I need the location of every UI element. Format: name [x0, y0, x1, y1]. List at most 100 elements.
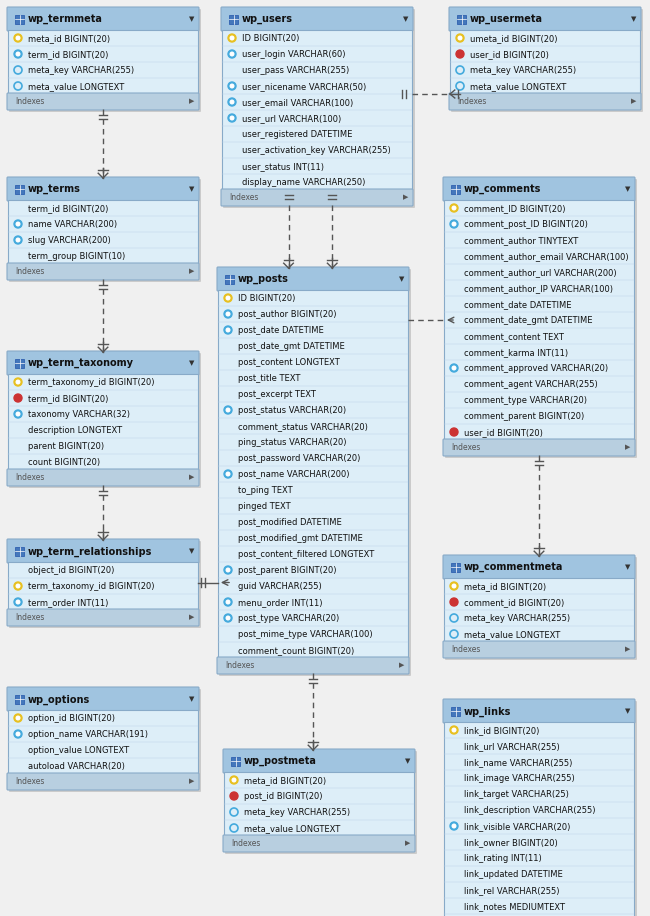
Circle shape [14, 50, 22, 58]
Text: user_pass VARCHAR(255): user_pass VARCHAR(255) [242, 66, 349, 75]
Circle shape [226, 473, 230, 475]
Circle shape [228, 34, 236, 42]
FancyBboxPatch shape [445, 179, 637, 458]
Text: term_id BIGINT(20): term_id BIGINT(20) [28, 394, 109, 403]
Circle shape [450, 428, 458, 436]
Text: Indexes: Indexes [451, 646, 480, 655]
Text: term_id BIGINT(20): term_id BIGINT(20) [28, 204, 109, 213]
FancyBboxPatch shape [443, 439, 635, 456]
Text: ▶: ▶ [399, 662, 405, 669]
Text: post_status VARCHAR(20): post_status VARCHAR(20) [238, 406, 346, 415]
Bar [15, 184, 24, 193]
Circle shape [230, 84, 234, 88]
Text: user_registered DATETIME: user_registered DATETIME [242, 130, 352, 139]
Text: post_content_filtered LONGTEXT: post_content_filtered LONGTEXT [238, 550, 374, 559]
Text: slug VARCHAR(200): slug VARCHAR(200) [28, 236, 110, 245]
Text: Indexes: Indexes [15, 474, 44, 483]
Circle shape [450, 598, 458, 606]
Circle shape [230, 792, 238, 800]
Circle shape [450, 220, 458, 228]
FancyBboxPatch shape [9, 9, 201, 112]
Text: comment_count BIGINT(20): comment_count BIGINT(20) [238, 646, 354, 655]
Text: user_login VARCHAR(60): user_login VARCHAR(60) [242, 50, 346, 59]
Text: comment_id BIGINT(20): comment_id BIGINT(20) [464, 598, 564, 607]
Text: ▶: ▶ [189, 268, 195, 275]
Bar [451, 562, 460, 572]
Text: meta_value LONGTEXT: meta_value LONGTEXT [470, 82, 566, 91]
Circle shape [450, 822, 458, 830]
Text: ▼: ▼ [189, 548, 195, 554]
FancyBboxPatch shape [445, 557, 637, 660]
Text: wp_usermeta: wp_usermeta [470, 15, 543, 25]
Bar [451, 184, 460, 193]
Bar [224, 772, 414, 836]
Circle shape [224, 294, 232, 302]
Text: Indexes: Indexes [451, 443, 480, 453]
Text: wp_users: wp_users [242, 15, 293, 25]
Text: link_rel VARCHAR(255): link_rel VARCHAR(255) [464, 886, 560, 895]
Text: post_id BIGINT(20): post_id BIGINT(20) [244, 792, 322, 801]
Text: wp_terms: wp_terms [28, 184, 81, 194]
Circle shape [452, 223, 456, 226]
Circle shape [14, 598, 22, 606]
Text: link_rating INT(11): link_rating INT(11) [464, 854, 541, 863]
Text: comment_agent VARCHAR(255): comment_agent VARCHAR(255) [464, 380, 598, 389]
Text: meta_id BIGINT(20): meta_id BIGINT(20) [244, 776, 326, 785]
Circle shape [228, 82, 236, 90]
Circle shape [224, 310, 232, 318]
Circle shape [230, 37, 234, 39]
Circle shape [14, 410, 22, 418]
Circle shape [14, 378, 22, 386]
Bar [8, 30, 198, 94]
Circle shape [16, 716, 20, 720]
Text: link_visible VARCHAR(20): link_visible VARCHAR(20) [464, 822, 571, 831]
Text: post_modified_gmt DATETIME: post_modified_gmt DATETIME [238, 534, 363, 543]
Text: comment_parent BIGINT(20): comment_parent BIGINT(20) [464, 412, 584, 421]
Text: post_content LONGTEXT: post_content LONGTEXT [238, 358, 340, 367]
Text: wp_termmeta: wp_termmeta [28, 15, 103, 25]
Text: ▶: ▶ [189, 99, 195, 104]
Circle shape [224, 470, 232, 478]
Text: user_id BIGINT(20): user_id BIGINT(20) [464, 428, 543, 437]
Circle shape [14, 34, 22, 42]
Circle shape [230, 776, 238, 784]
Circle shape [224, 326, 232, 334]
Text: wp_posts: wp_posts [238, 275, 289, 285]
Text: ▶: ▶ [403, 194, 409, 201]
Text: taxonomy VARCHAR(32): taxonomy VARCHAR(32) [28, 410, 130, 419]
FancyBboxPatch shape [223, 835, 415, 852]
Text: post_name VARCHAR(200): post_name VARCHAR(200) [238, 470, 350, 479]
Text: guid VARCHAR(255): guid VARCHAR(255) [238, 582, 322, 591]
Text: Indexes: Indexes [15, 778, 44, 787]
Text: ▶: ▶ [625, 647, 630, 652]
Text: post_mime_type VARCHAR(100): post_mime_type VARCHAR(100) [238, 630, 372, 639]
Circle shape [226, 328, 230, 332]
Text: meta_key VARCHAR(255): meta_key VARCHAR(255) [244, 808, 350, 817]
FancyBboxPatch shape [451, 9, 643, 112]
Text: meta_value LONGTEXT: meta_value LONGTEXT [464, 630, 560, 639]
Text: description LONGTEXT: description LONGTEXT [28, 426, 122, 435]
FancyBboxPatch shape [443, 555, 635, 579]
Circle shape [16, 412, 20, 416]
FancyBboxPatch shape [443, 177, 635, 201]
Circle shape [450, 726, 458, 734]
FancyBboxPatch shape [7, 469, 199, 486]
Text: ▼: ▼ [631, 16, 637, 22]
Text: Indexes: Indexes [231, 839, 261, 848]
Text: ▶: ▶ [189, 474, 195, 481]
Circle shape [14, 730, 22, 738]
FancyBboxPatch shape [9, 179, 201, 282]
FancyBboxPatch shape [443, 641, 635, 658]
Circle shape [14, 582, 22, 590]
Circle shape [452, 366, 456, 370]
FancyBboxPatch shape [217, 657, 409, 674]
Circle shape [224, 406, 232, 414]
Text: comment_content TEXT: comment_content TEXT [464, 332, 564, 341]
FancyBboxPatch shape [9, 353, 201, 488]
Circle shape [226, 296, 230, 300]
Text: meta_value LONGTEXT: meta_value LONGTEXT [244, 824, 340, 833]
Bar [15, 15, 24, 24]
Bar [457, 15, 466, 24]
Text: ▼: ▼ [189, 696, 195, 702]
Text: term_group BIGINT(10): term_group BIGINT(10) [28, 252, 125, 261]
